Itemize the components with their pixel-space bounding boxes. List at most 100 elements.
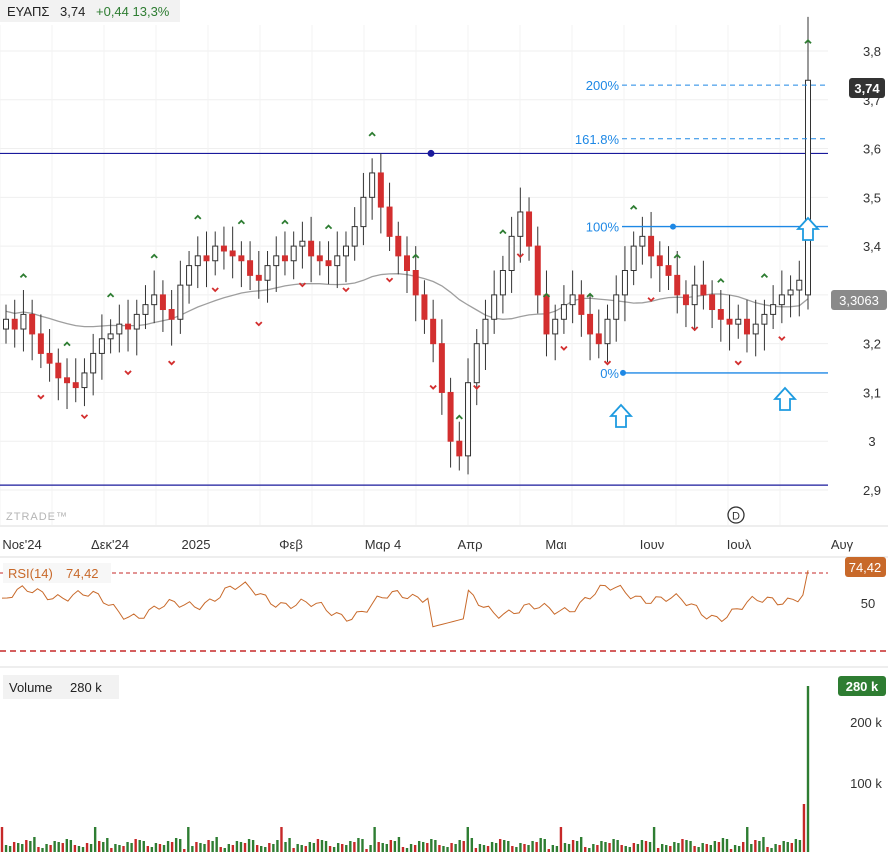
candle-up (194, 255, 201, 267)
volume-bar (328, 846, 332, 852)
candle-up (630, 245, 637, 272)
candle-down (37, 333, 44, 354)
volume-bar (389, 840, 393, 852)
volume-bar (17, 843, 20, 852)
candle-down (395, 235, 402, 257)
volume-bar (604, 842, 607, 852)
up-arrow-icon (772, 386, 798, 411)
volume-bar (191, 846, 194, 852)
volume-bar (239, 842, 243, 852)
candle-up (560, 304, 567, 320)
candle-down (421, 294, 428, 320)
volume-bar (660, 844, 664, 852)
volume-bar (280, 827, 283, 852)
volume-bar (774, 844, 777, 852)
volume-bar (106, 838, 109, 852)
candle-up (3, 318, 9, 330)
candle-up (465, 382, 472, 457)
volume-bar (531, 841, 534, 852)
volume-bar (227, 844, 231, 852)
volume-bar (231, 845, 235, 852)
volume-bar (385, 844, 388, 852)
header: ΕΥΑΠΣ 3,74 +0,44 13,3% (0, 0, 180, 22)
up-arrow-icon (608, 403, 634, 428)
candle-up (508, 235, 515, 272)
ma-price-label: 3,3063 (839, 293, 879, 308)
time-tick-label: Νοε'24 (2, 537, 41, 552)
candle-down (447, 391, 454, 442)
volume-bar (482, 845, 486, 852)
volume-bar (434, 840, 437, 852)
buy-marker-icon (804, 38, 812, 44)
volume-bar (636, 844, 640, 852)
volume-bar (199, 843, 202, 852)
volume-bar (563, 843, 567, 852)
volume-bar (223, 848, 226, 852)
sell-marker-icon (473, 384, 481, 390)
volume-bar (450, 843, 453, 852)
sell-marker-icon (691, 326, 699, 332)
volume-bar (316, 839, 320, 852)
volume-bar (187, 827, 190, 852)
time-tick-label: Ιουν (640, 537, 664, 552)
candle-up (212, 245, 219, 262)
candle-up (499, 270, 506, 296)
volume-bar (336, 843, 340, 852)
price-tick-label: 3,8 (863, 44, 881, 59)
candle-down (656, 255, 663, 267)
volume-bar (195, 842, 198, 852)
volume-bar (413, 845, 417, 852)
candle-down (456, 440, 463, 457)
volume-legend: Volume 280 k (3, 675, 119, 699)
sell-marker-icon (37, 394, 45, 400)
price-tick-label: 3,2 (863, 337, 881, 352)
volume-bar (579, 837, 583, 852)
candle-down (682, 294, 689, 306)
dividend-icon[interactable]: D (727, 506, 745, 524)
volume-bar (571, 840, 575, 852)
sell-marker-icon (603, 360, 612, 366)
volume-bar (567, 844, 571, 852)
volume-bar (397, 837, 401, 852)
candle-up (186, 265, 193, 286)
volume-bar (588, 848, 591, 852)
volume-bar (122, 846, 125, 852)
buy-marker-icon (368, 131, 376, 137)
volume-bar (438, 845, 441, 852)
volume-bar (697, 847, 700, 852)
volume-bar (786, 842, 789, 852)
volume-bar (494, 843, 498, 852)
volume-bar (12, 842, 16, 852)
volume-bar (758, 841, 761, 852)
sell-marker-icon (429, 384, 437, 390)
candle-down (404, 255, 410, 272)
volume-bar (575, 841, 579, 852)
volume-bar (29, 841, 32, 852)
volume-bar (126, 842, 129, 852)
candle-down (709, 294, 716, 311)
price-tick-label: 3,5 (863, 190, 881, 205)
volume-bar (628, 847, 631, 852)
volume-bar (652, 827, 656, 852)
candle-up (613, 294, 620, 320)
candle-down (412, 270, 419, 296)
time-tick-label: Δεκ'24 (91, 537, 129, 552)
candle-down (220, 245, 227, 252)
rsi-label: RSI(14) (8, 566, 53, 581)
volume-bar (470, 838, 474, 852)
volume-bar (523, 844, 526, 852)
buy-marker-icon (106, 292, 115, 298)
sell-marker-icon (124, 370, 132, 376)
volume-bar (709, 845, 712, 852)
volume-bar (300, 845, 303, 852)
volume-bar (304, 846, 307, 852)
candle-up (621, 270, 628, 296)
horizontal-levels (0, 149, 828, 486)
candle-up (20, 313, 27, 330)
candle-down (11, 318, 18, 330)
volume-bar (89, 844, 93, 852)
volume-bar (377, 842, 380, 852)
volume-bar (673, 842, 676, 852)
volume-bar (462, 841, 465, 852)
